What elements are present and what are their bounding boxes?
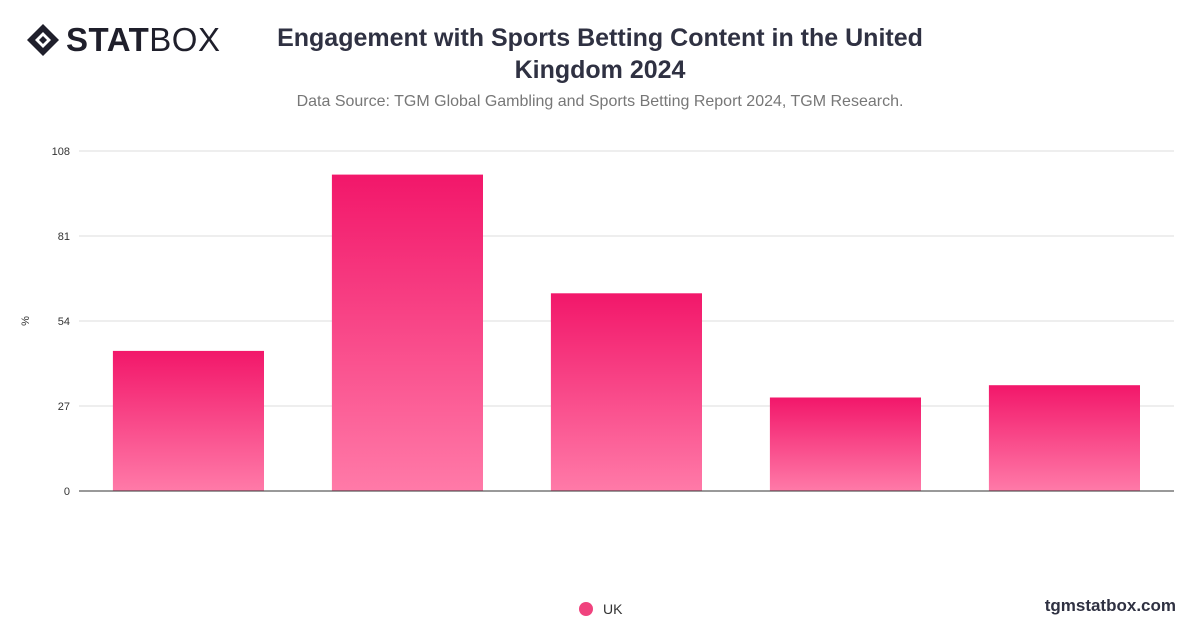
bar-1[interactable] (112, 350, 265, 491)
legend-label-uk: UK (603, 601, 623, 617)
website-link[interactable]: tgmstatbox.com (1044, 596, 1176, 615)
chart-title: Engagement with Sports Betting Content i… (277, 24, 923, 84)
statbox-logo: STATBOX (26, 22, 220, 58)
legend-swatch-uk (579, 602, 593, 616)
logo-wordmark: STATBOX (66, 22, 220, 58)
y-tick-label: 81 (58, 231, 70, 243)
y-tick-label: 0 (64, 486, 70, 498)
chart-subtitle: Data Source: TGM Global Gambling and Spo… (296, 93, 904, 110)
bar-3[interactable] (550, 293, 702, 491)
diamond-logo-icon (27, 24, 59, 56)
legend: UK (579, 601, 622, 617)
logo-stat-text: STAT (66, 21, 150, 58)
y-axis-label: % (20, 316, 32, 326)
y-tick-label: 27 (58, 401, 70, 413)
y-tick-label: 108 (52, 146, 70, 158)
bar-5[interactable] (988, 385, 1140, 491)
logo-box-text: BOX (149, 21, 221, 58)
bar-4[interactable] (769, 397, 921, 492)
bar-2[interactable] (331, 174, 483, 491)
y-tick-label: 54 (58, 316, 70, 328)
